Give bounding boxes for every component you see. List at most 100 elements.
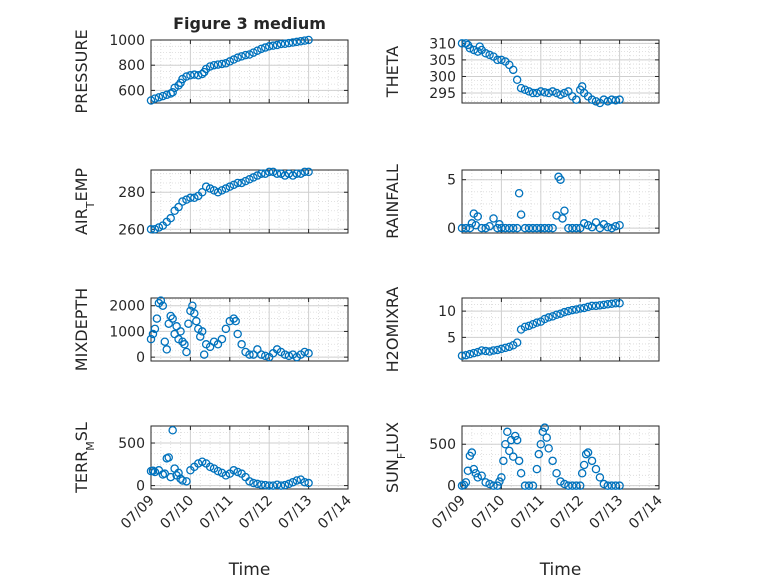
data-point: [150, 94, 160, 103]
data-point: [540, 423, 549, 432]
data-point: [178, 337, 187, 346]
data-point: [528, 319, 538, 329]
data-point: [575, 304, 585, 313]
data-point: [542, 433, 551, 442]
data-point: [544, 313, 553, 322]
data-point: [190, 309, 199, 318]
data-point: [481, 478, 490, 487]
data-point: [296, 169, 305, 178]
data-point: [160, 337, 170, 346]
data-point: [194, 459, 203, 468]
data-point: [288, 38, 298, 47]
data-point: [264, 167, 274, 177]
data-point: [536, 223, 546, 233]
data-point: [253, 479, 262, 489]
subplot-h2omixra: 5 10 H2OMIXRA: [383, 287, 660, 372]
data-point: [197, 327, 207, 336]
data-point: [225, 182, 235, 191]
data-point: [221, 324, 231, 334]
data-point: [540, 88, 549, 97]
data-point: [229, 180, 238, 190]
data-point: [581, 449, 591, 459]
data-point: [261, 43, 270, 52]
data-point: [180, 340, 189, 349]
data-point: [493, 345, 502, 355]
data-point: [532, 464, 542, 474]
data-point: [607, 95, 616, 104]
data-point: [544, 88, 553, 98]
data-point: [583, 302, 593, 312]
data-point: [152, 314, 162, 323]
data-point: [540, 314, 549, 324]
data-point: [233, 178, 242, 188]
data-point: [508, 223, 518, 233]
data-point: [611, 298, 620, 308]
data-point: [560, 206, 569, 215]
data-point: [560, 307, 569, 317]
data-point: [611, 221, 620, 231]
data-point: [548, 223, 557, 233]
data-point: [524, 321, 534, 331]
x-tick-label: 07/11: [508, 493, 548, 533]
data-point: [182, 347, 191, 357]
data-point: [249, 173, 258, 182]
data-point: [499, 456, 508, 466]
data-point: [552, 88, 561, 98]
y-tick-label: 0: [136, 350, 145, 366]
data-point: [233, 53, 242, 62]
y-tick-label: 1000: [109, 33, 145, 49]
data-point: [473, 347, 483, 357]
data-point: [577, 468, 587, 478]
data-point: [213, 466, 223, 476]
data-point: [607, 481, 616, 490]
y-tick-label: 260: [118, 222, 145, 238]
data-point: [257, 169, 266, 178]
data-point: [532, 88, 542, 98]
data-point: [512, 75, 522, 85]
data-point: [231, 316, 240, 326]
data-point: [469, 348, 479, 358]
data-point: [467, 448, 477, 457]
data-point: [304, 478, 313, 488]
data-point: [583, 448, 593, 457]
data-point: [229, 55, 238, 64]
data-point: [261, 169, 270, 178]
x-tick-label: 07/09: [429, 493, 469, 533]
y-tick-label: 10: [438, 304, 456, 320]
data-point: [229, 466, 238, 475]
data-point: [467, 219, 477, 228]
data-point: [158, 91, 168, 101]
data-point: [587, 95, 597, 104]
data-point: [148, 329, 158, 339]
data-point: [174, 81, 183, 90]
data-point: [233, 329, 242, 339]
subplot-pressure: 600 800 1000 PRESSURE: [72, 29, 349, 114]
data-point: [268, 481, 278, 490]
axes-box: [150, 39, 349, 104]
data-point: [473, 473, 483, 482]
data-point: [463, 466, 473, 476]
data-point: [154, 93, 164, 102]
x-axis-label: Time: [539, 560, 582, 580]
data-point: [536, 439, 546, 449]
data-point: [264, 42, 274, 51]
data-point: [217, 59, 227, 69]
data-point: [516, 468, 526, 478]
axes-box: [461, 39, 660, 104]
y-axis-label: RAINFALL: [383, 164, 402, 239]
data-point: [146, 96, 156, 105]
data-point: [253, 171, 262, 180]
data-point: [162, 345, 172, 354]
data-point: [520, 223, 530, 233]
y-tick-label: 500: [118, 436, 145, 452]
data-point: [168, 88, 177, 97]
data-point: [182, 72, 191, 81]
data-point: [154, 223, 164, 232]
data-point: [276, 481, 286, 490]
y-axis-label: TERRMSL: [72, 422, 97, 494]
axes-box: [461, 297, 660, 362]
y-tick-label: 0: [136, 479, 145, 495]
data-point: [607, 223, 616, 233]
data-point: [304, 167, 313, 177]
